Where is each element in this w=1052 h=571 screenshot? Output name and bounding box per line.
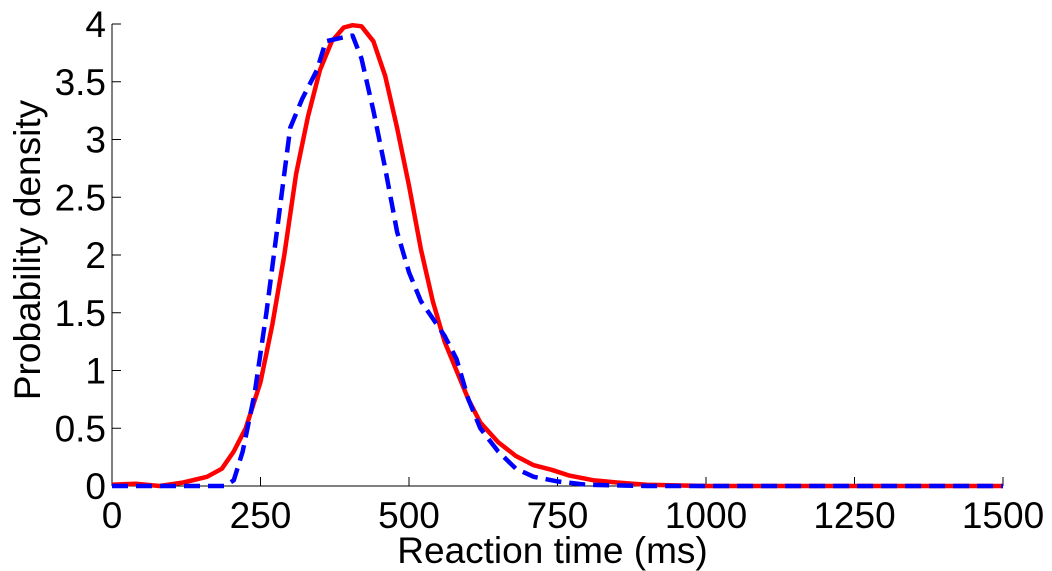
y-tick-label: 2.5 (55, 177, 106, 218)
x-tick-label: 1000 (665, 495, 747, 536)
series-line-2 (112, 33, 1003, 489)
x-tick-label: 750 (527, 495, 589, 536)
y-tick-label: 0 (85, 466, 106, 507)
series-line-1 (111, 22, 1003, 489)
plot-area: 0 250 500 750 1000 1250 1500 0 0.5 1 1.5 2 2.5 3 3.5 4 (55, 4, 1045, 536)
x-tick-label: 500 (378, 495, 440, 536)
x-axis-label: Reaction time (ms) (397, 530, 707, 571)
y-tick-label: 1.5 (55, 293, 106, 334)
x-tick-label: 1500 (962, 495, 1044, 536)
y-tick-label: 4 (85, 4, 106, 45)
y-tick-label: 1 (85, 351, 106, 392)
y-tick-label: 3.5 (55, 62, 106, 103)
x-ticks: 0 250 500 750 1000 1250 1500 (102, 477, 1044, 536)
y-tick-label: 2 (85, 235, 106, 276)
y-axis-label: Probability density (7, 99, 48, 400)
x-tick-label: 1250 (813, 495, 895, 536)
y-ticks: 0 0.5 1 1.5 2 2.5 3 3.5 4 (55, 4, 121, 507)
series-layer (111, 22, 1003, 489)
x-tick-label: 250 (230, 495, 292, 536)
y-tick-label: 0.5 (55, 408, 106, 449)
y-tick-label: 3 (85, 120, 106, 161)
x-tick-label: 0 (102, 495, 123, 536)
